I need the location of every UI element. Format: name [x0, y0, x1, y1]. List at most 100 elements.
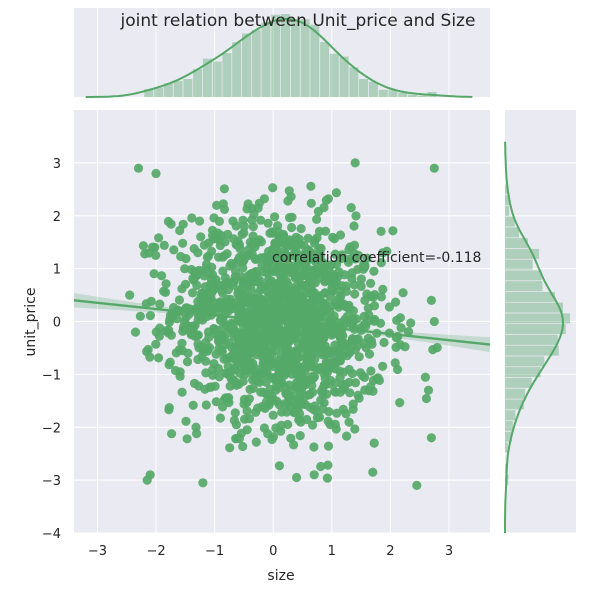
scatter-point	[234, 340, 244, 351]
scatter-point	[317, 328, 327, 338]
scatter-point	[272, 396, 282, 406]
scatter-point	[347, 268, 357, 278]
scatter-point	[222, 249, 232, 259]
scatter-point	[138, 241, 148, 251]
scatter-point	[310, 362, 320, 372]
scatter-point	[180, 264, 190, 274]
scatter-point	[270, 212, 280, 222]
x-histogram-bar	[271, 14, 281, 98]
scatter-point	[247, 318, 257, 328]
scatter-point	[330, 364, 340, 374]
scatter-point	[256, 253, 266, 263]
y-histogram-bar	[505, 356, 545, 367]
scatter-point	[361, 343, 371, 353]
scatter-point	[360, 295, 370, 305]
scatter-point	[314, 226, 325, 236]
scatter-point	[286, 311, 296, 321]
scatter-point	[350, 289, 360, 299]
scatter-point	[231, 240, 241, 250]
y-histogram-bar	[505, 291, 555, 302]
scatter-point	[388, 226, 398, 236]
scatter-point	[267, 288, 277, 298]
scatter-point	[360, 385, 370, 395]
scatter-point	[391, 297, 401, 307]
y-histogram-bar	[505, 442, 508, 453]
scatter-point	[279, 279, 290, 289]
scatter-point	[420, 372, 430, 382]
scatter-point	[188, 288, 198, 298]
scatter-point	[150, 242, 160, 252]
scatter-point	[378, 361, 388, 371]
scatter-point	[261, 377, 271, 387]
y-tick-labels: −4 −3 −2 −1 0 1 2 3	[42, 157, 61, 542]
y-histogram-bar	[505, 334, 558, 345]
scatter-point	[384, 302, 394, 312]
scatter-point	[201, 368, 211, 378]
scatter-point	[239, 221, 249, 231]
scatter-point	[177, 346, 187, 356]
scatter-point	[167, 311, 177, 322]
scatter-point	[216, 230, 226, 240]
scatter-point	[368, 292, 378, 302]
y-tick-label: −3	[42, 474, 61, 489]
y-histogram-bar	[505, 184, 508, 195]
scatter-point	[151, 250, 161, 260]
y-histogram-bar	[505, 313, 570, 324]
scatter-point	[347, 368, 357, 379]
scatter-point	[353, 390, 363, 400]
scatter-point	[406, 318, 416, 328]
x-marginal-area	[74, 8, 490, 97]
y-marginal-kde-group	[504, 141, 565, 533]
y-axis-label: unit_price	[23, 288, 39, 357]
scatter-point	[140, 249, 150, 259]
scatter-point	[200, 384, 210, 394]
scatter-point	[225, 443, 235, 453]
y-tick-label: −4	[42, 527, 61, 542]
scatter-point	[268, 410, 278, 420]
scatter-point	[170, 365, 181, 376]
scatter-point	[303, 362, 313, 372]
scatter-point	[246, 293, 256, 303]
scatter-point	[208, 284, 218, 294]
scatter-point	[193, 354, 203, 365]
scatter-point	[149, 269, 159, 279]
scatter-point	[376, 226, 386, 236]
scatter-point	[191, 422, 201, 432]
scatter-point	[308, 251, 318, 261]
scatter-point	[327, 330, 337, 340]
y-histogram-bar	[505, 248, 540, 259]
scatter-point	[250, 336, 260, 346]
x-tick-label: 2	[386, 544, 394, 559]
scatter-point	[319, 369, 329, 379]
scatter-point	[263, 218, 273, 228]
scatter-point	[215, 413, 225, 423]
scatter-point	[157, 271, 167, 281]
x-histogram-bar	[368, 81, 378, 97]
scatter-point	[159, 286, 169, 296]
scatter-point	[217, 288, 228, 298]
scatter-point	[199, 240, 209, 250]
x-tick-labels: −3 −2 −1 0 1 2 3	[88, 544, 453, 559]
y-histogram-bar	[505, 388, 526, 399]
scatter-point	[175, 225, 185, 236]
scatter-point	[283, 196, 293, 206]
scatter-point	[239, 350, 249, 360]
scatter-point	[286, 395, 296, 406]
scatter-point	[196, 232, 206, 242]
x-histogram-bar	[320, 42, 330, 97]
x-histogram-bar	[398, 92, 408, 97]
scatter-point	[169, 245, 179, 255]
scatter-point	[398, 288, 408, 298]
scatter-point	[426, 433, 436, 443]
y-histogram-bar	[505, 399, 524, 410]
scatter-point	[256, 284, 266, 295]
scatter-point	[207, 225, 218, 235]
scatter-point	[308, 337, 318, 348]
scatter-point	[209, 213, 219, 223]
scatter-point	[151, 339, 161, 349]
scatter-point	[304, 390, 314, 400]
y-marginal-histogram	[505, 162, 570, 485]
scatter-point	[374, 375, 384, 385]
x-histogram-bar	[193, 68, 203, 97]
